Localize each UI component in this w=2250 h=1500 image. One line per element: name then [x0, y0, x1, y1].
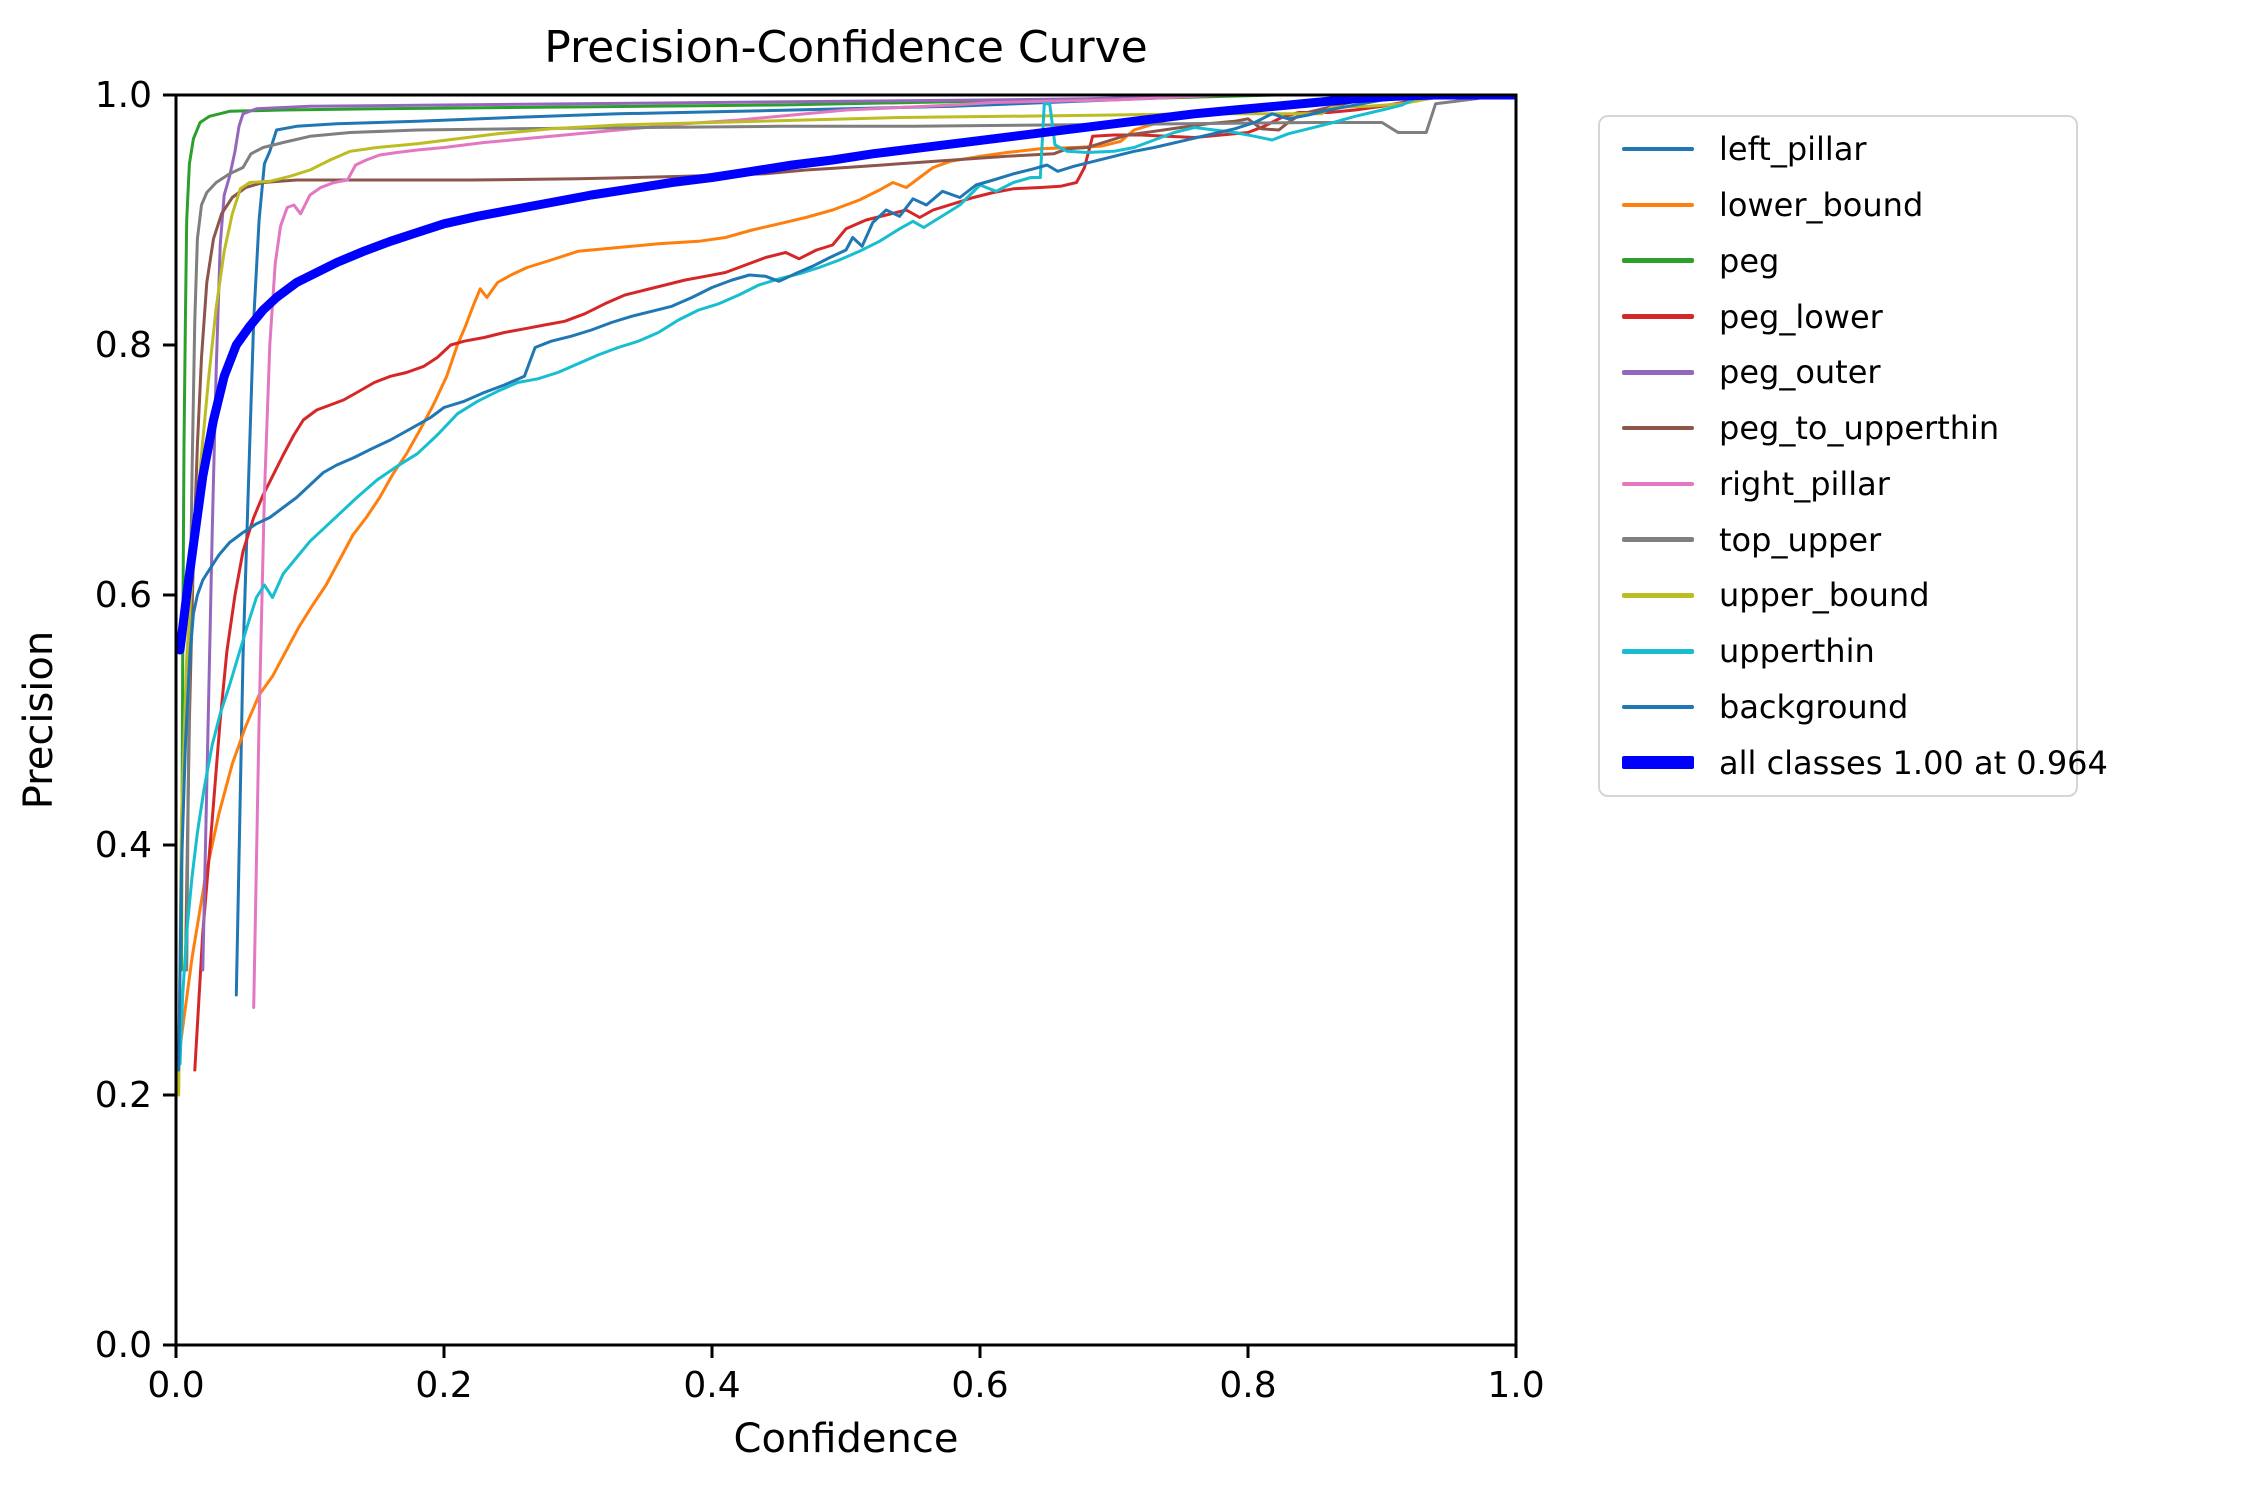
legend-item-upperthin: upperthin	[1600, 623, 2076, 679]
legend-swatch-icon	[1622, 146, 1694, 152]
x-tick-label: 0.0	[147, 1365, 204, 1406]
legend-item-peg-outer: peg_outer	[1600, 344, 2076, 400]
legend-label: lower_bound	[1719, 185, 1924, 224]
x-axis-label: Confidence	[734, 1416, 959, 1462]
y-tick-label: 0.4	[95, 825, 152, 866]
legend-swatch-icon	[1622, 481, 1694, 487]
chart-title: Precision-Confidence Curve	[544, 22, 1147, 73]
legend-swatch-icon	[1622, 258, 1694, 263]
series-line-upperthin	[178, 95, 1516, 1066]
legend-label: peg_lower	[1719, 297, 1883, 336]
legend-item-all-classes-1-00-at-0-964: all classes 1.00 at 0.964	[1600, 735, 2108, 791]
legend-item-peg-to-upperthin: peg_to_upperthin	[1600, 400, 2076, 456]
legend-item-right-pillar: right_pillar	[1600, 456, 2076, 512]
legend-item-lower-bound: lower_bound	[1600, 177, 2076, 233]
y-tick-label: 0.2	[95, 1075, 152, 1116]
legend-label: right_pillar	[1719, 464, 1890, 503]
y-tick-label: 0.6	[95, 575, 152, 616]
y-axis-label: Precision	[16, 631, 62, 809]
legend-label: left_pillar	[1719, 130, 1867, 169]
legend-label: peg	[1719, 241, 1780, 280]
series-line-all-classes-1-00-at-0-964	[176, 95, 1516, 655]
y-tick-label: 1.0	[95, 75, 152, 116]
legend-swatch-icon	[1622, 704, 1694, 710]
x-tick-label: 1.0	[1487, 1365, 1544, 1406]
legend-item-left-pillar: left_pillar	[1600, 121, 2076, 177]
axes-layer: 0.0 0.2 0.4 0.6 0.8 1.0 0.0 0.2 0.4 0.6 0.8 1.0	[95, 75, 1545, 1406]
axes-frame	[174, 93, 1518, 1347]
x-tick-label: 0.8	[1219, 1365, 1276, 1406]
legend-item-peg: peg	[1600, 233, 2076, 289]
series-layer	[176, 95, 1516, 1097]
x-tick-label: 0.6	[951, 1365, 1008, 1406]
y-tick-label: 0.0	[95, 1325, 152, 1366]
legend-item-upper-bound: upper_bound	[1600, 568, 2076, 624]
legend-swatch-icon	[1622, 314, 1694, 319]
legend-swatch-icon	[1622, 370, 1694, 375]
legend-item-top-upper: top_upper	[1600, 512, 2076, 568]
legend-label: all classes 1.00 at 0.964	[1719, 743, 2108, 782]
legend-item-peg-lower: peg_lower	[1600, 289, 2076, 345]
series-line-background	[177, 95, 1516, 1072]
legend-label: upper_bound	[1719, 576, 1930, 615]
series-line-lower-bound	[177, 95, 1516, 1059]
x-tick-label: 0.4	[683, 1365, 740, 1406]
legend-label: top_upper	[1719, 520, 1882, 559]
legend-label: peg_to_upperthin	[1719, 409, 2000, 448]
y-tick-label: 0.8	[95, 325, 152, 366]
legend-label: peg_outer	[1719, 353, 1881, 392]
legend-swatch-icon	[1622, 202, 1694, 208]
series-line-peg-outer	[201, 95, 1516, 972]
x-tick-label: 0.2	[415, 1365, 472, 1406]
legend-item-background: background	[1600, 679, 2076, 735]
legend-swatch-icon	[1622, 649, 1694, 654]
legend-label: upperthin	[1719, 632, 1875, 671]
legend-swatch-icon	[1622, 593, 1694, 598]
series-line-top-upper	[185, 95, 1516, 972]
legend-swatch-icon	[1622, 756, 1694, 770]
series-line-right-pillar	[252, 95, 1516, 1009]
legend-swatch-icon	[1622, 537, 1694, 542]
legend-label: background	[1719, 688, 1909, 727]
legend-swatch-icon	[1622, 425, 1694, 431]
series-line-peg-to-upperthin	[183, 95, 1516, 972]
